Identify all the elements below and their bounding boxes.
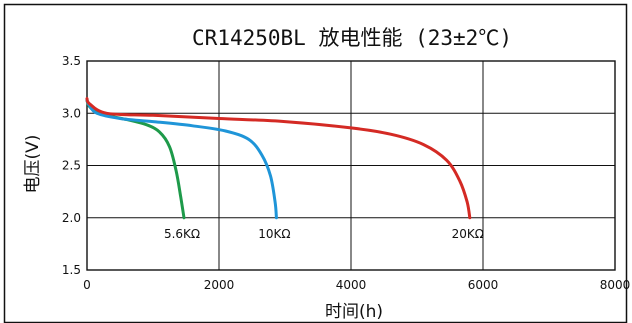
chart-title: CR14250BL 放电性能 (23±2℃) bbox=[192, 26, 512, 50]
x-tick-label: 6000 bbox=[468, 278, 499, 292]
series-label: 10KΩ bbox=[258, 227, 290, 241]
series-layer: 5.6KΩ 10KΩ 20KΩ bbox=[85, 97, 484, 241]
y-tick-label: 2.0 bbox=[62, 211, 81, 225]
chart-frame bbox=[3, 3, 628, 323]
y-tick-label: 1.5 bbox=[62, 263, 81, 277]
x-tick-label: 0 bbox=[83, 278, 91, 292]
series-line bbox=[85, 97, 472, 220]
y-axis-label: 电压(V) bbox=[23, 135, 43, 194]
x-tick-label: 4000 bbox=[336, 278, 367, 292]
y-tick-label: 2.5 bbox=[62, 159, 81, 173]
y-tick-label: 3.5 bbox=[62, 54, 81, 68]
y-tick-label: 3.0 bbox=[62, 106, 81, 120]
x-tick-label: 8000 bbox=[600, 278, 631, 292]
x-tick-label: 2000 bbox=[204, 278, 235, 292]
tick-layer: 0 2000 4000 6000 8000 1.5 2.0 2.5 3.0 3.5 bbox=[62, 54, 630, 292]
series-label: 20KΩ bbox=[452, 227, 484, 241]
x-axis-label: 时间(h) bbox=[325, 302, 383, 322]
series-line bbox=[85, 98, 278, 220]
series-label: 5.6KΩ bbox=[164, 227, 200, 241]
